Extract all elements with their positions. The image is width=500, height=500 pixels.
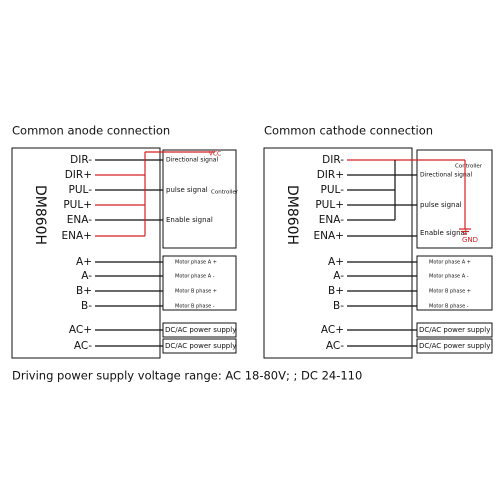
signal-label: pulse signal: [420, 201, 462, 209]
motor-label: Motor B phase -: [175, 304, 215, 310]
pin-label: DIR+: [317, 169, 344, 181]
motor-label: Motor B phase +: [175, 289, 217, 295]
power-label: DC/AC power supply: [419, 342, 490, 350]
pin-label: PUL-: [69, 184, 93, 196]
controller-box: [416, 149, 493, 249]
pin-label: PUL+: [63, 199, 92, 211]
signal-label: pulse signal: [166, 186, 208, 194]
pin-label: AC-: [74, 340, 92, 352]
pin-label: B-: [81, 300, 92, 312]
motor-label: Motor phase A +: [175, 260, 217, 266]
driver-name: DM860H: [284, 185, 300, 245]
controller-label: Controller: [211, 190, 239, 196]
motor-label: Motor phase A -: [175, 274, 215, 280]
motor-label: Motor B phase +: [429, 289, 471, 295]
pin-label: B+: [76, 285, 92, 297]
pin-label: ENA-: [319, 214, 344, 226]
signal-label: Enable signal: [166, 216, 213, 224]
motor-label: Motor B phase -: [429, 304, 469, 310]
pin-label: B-: [333, 300, 344, 312]
pin-label: PUL-: [321, 184, 345, 196]
pin-label: PUL+: [315, 199, 344, 211]
controller-label: Controller: [455, 164, 483, 170]
motor-box: [162, 255, 237, 311]
motor-label: Motor phase A -: [429, 274, 469, 280]
supply-label: VCC: [209, 151, 221, 158]
power-label: DC/AC power supply: [165, 342, 236, 350]
pin-label: A+: [76, 256, 92, 268]
pin-label: DIR-: [70, 154, 92, 166]
signal-label: Directional signal: [166, 157, 218, 164]
pin-label: A-: [333, 270, 344, 282]
motor-label: Motor phase A +: [429, 260, 471, 266]
pin-label: B+: [328, 285, 344, 297]
pin-label: ENA-: [67, 214, 92, 226]
pin-label: AC+: [69, 324, 92, 336]
driver-box: [11, 147, 161, 359]
signal-label: Enable signal: [420, 229, 467, 237]
supply-label: GND: [462, 236, 478, 244]
power-label: DC/AC power supply: [419, 326, 490, 334]
pin-label: A-: [81, 270, 92, 282]
footer: Driving power supply voltage range: AC 1…: [12, 369, 362, 383]
controller-box: [162, 149, 237, 249]
power-label: DC/AC power supply: [165, 326, 236, 334]
signal-label: Directional signal: [420, 172, 472, 179]
pin-label: ENA+: [62, 230, 92, 242]
pin-label: AC-: [326, 340, 344, 352]
driver-name: DM860H: [32, 185, 48, 245]
driver-box: [263, 147, 413, 359]
pin-label: DIR+: [65, 169, 92, 181]
motor-box: [416, 255, 493, 311]
pin-label: ENA+: [314, 230, 344, 242]
pin-label: A+: [328, 256, 344, 268]
pin-label: DIR-: [322, 154, 344, 166]
pin-label: AC+: [321, 324, 344, 336]
panel-title: Common anode connection: [12, 124, 170, 138]
panel-title: Common cathode connection: [264, 124, 433, 138]
